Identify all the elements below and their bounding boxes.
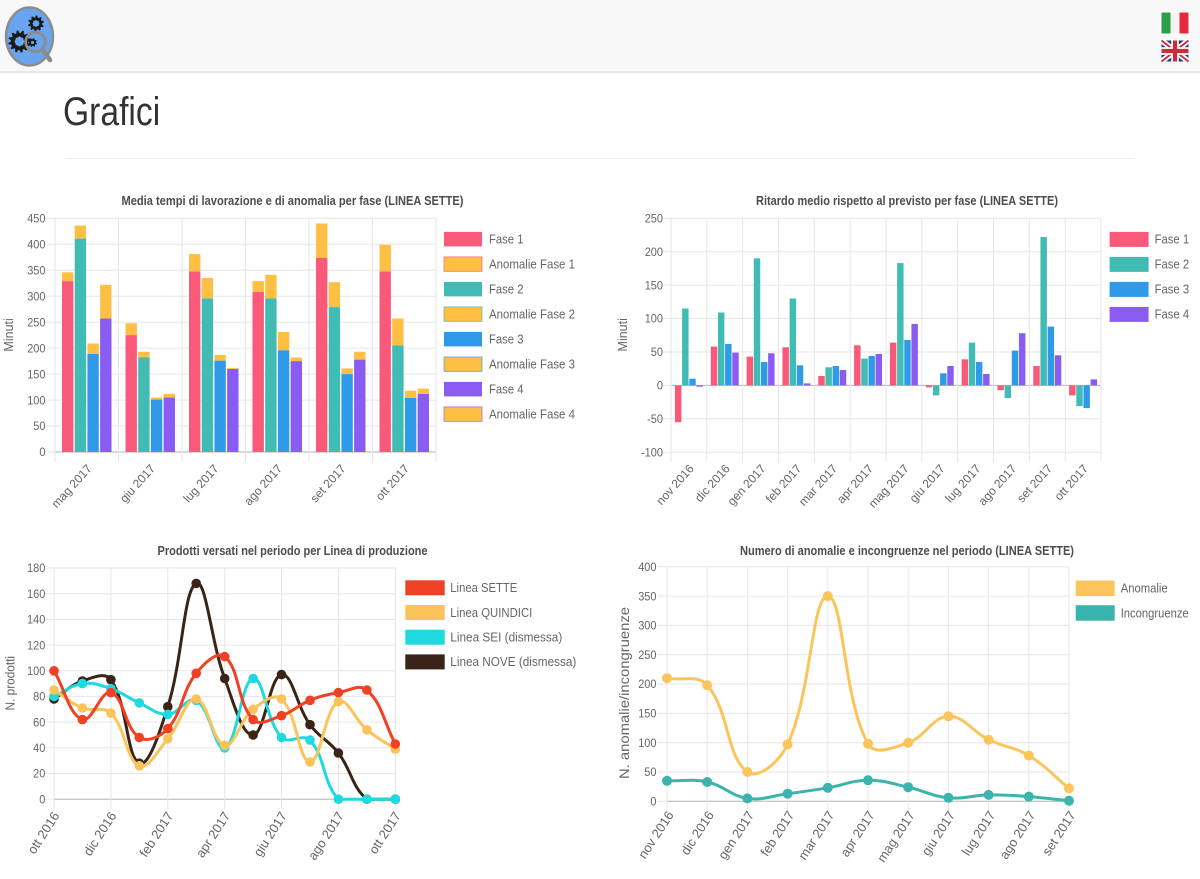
svg-text:50: 50: [644, 765, 656, 779]
svg-text:Linea SETTE: Linea SETTE: [450, 581, 517, 595]
svg-text:100: 100: [645, 312, 664, 326]
svg-text:ott 2016: ott 2016: [24, 809, 62, 857]
svg-text:ago 2017: ago 2017: [241, 461, 285, 508]
svg-text:nov 2016: nov 2016: [653, 461, 697, 507]
svg-text:gen 2017: gen 2017: [715, 808, 757, 862]
svg-text:200: 200: [645, 245, 664, 259]
svg-text:250: 250: [645, 212, 664, 226]
svg-text:Fase 2: Fase 2: [489, 283, 524, 297]
svg-text:apr 2017: apr 2017: [193, 809, 234, 860]
svg-text:200: 200: [27, 341, 46, 355]
svg-text:giu 2017: giu 2017: [907, 461, 948, 505]
svg-text:-100: -100: [641, 445, 663, 459]
svg-text:50: 50: [33, 419, 45, 433]
svg-text:N. anomalie/incongruenze: N. anomalie/incongruenze: [616, 607, 632, 779]
svg-text:Anomalie: Anomalie: [1121, 582, 1168, 596]
svg-text:300: 300: [638, 619, 657, 633]
svg-text:Anomalie Fase 2: Anomalie Fase 2: [489, 308, 575, 322]
svg-text:dic 2016: dic 2016: [80, 809, 119, 858]
svg-text:Linea NOVE (dismessa): Linea NOVE (dismessa): [450, 655, 576, 669]
svg-text:Anomalie Fase 4: Anomalie Fase 4: [489, 408, 575, 422]
svg-text:ago 2017: ago 2017: [996, 808, 1038, 862]
svg-text:Prodotti versati nel periodo p: Prodotti versati nel periodo per Linea d…: [158, 543, 428, 558]
svg-text:ago 2017: ago 2017: [975, 461, 1019, 508]
svg-text:Incongruenze: Incongruenze: [1121, 606, 1189, 620]
svg-text:140: 140: [27, 613, 46, 627]
svg-text:0: 0: [657, 379, 663, 393]
svg-text:giu 2017: giu 2017: [918, 808, 958, 858]
svg-text:40: 40: [33, 741, 45, 755]
svg-text:Media tempi di lavorazione e d: Media tempi di lavorazione e di anomalia…: [122, 193, 464, 208]
svg-text:Linea QUINDICI: Linea QUINDICI: [450, 606, 532, 620]
svg-text:mar 2017: mar 2017: [796, 461, 841, 508]
svg-text:ago 2017: ago 2017: [305, 809, 347, 863]
svg-text:lug 2017: lug 2017: [180, 461, 221, 505]
svg-text:nov 2016: nov 2016: [635, 808, 677, 861]
svg-text:feb 2017: feb 2017: [757, 808, 797, 859]
svg-text:Minuti: Minuti: [2, 318, 16, 351]
svg-text:0: 0: [39, 445, 45, 459]
svg-text:160: 160: [27, 587, 46, 601]
svg-text:feb 2017: feb 2017: [136, 809, 176, 860]
svg-text:Fase 4: Fase 4: [1155, 308, 1190, 322]
svg-text:set 2017: set 2017: [1039, 808, 1079, 858]
svg-text:150: 150: [645, 278, 664, 292]
svg-text:mar 2017: mar 2017: [795, 808, 837, 862]
svg-text:100: 100: [27, 664, 46, 678]
svg-text:set 2017: set 2017: [307, 461, 348, 505]
svg-text:giu 2017: giu 2017: [250, 809, 290, 859]
svg-text:Linea SEI (dismessa): Linea SEI (dismessa): [450, 631, 562, 645]
svg-text:lug 2017: lug 2017: [959, 808, 999, 858]
svg-text:N. prodotti: N. prodotti: [4, 656, 18, 711]
svg-text:Fase 4: Fase 4: [489, 383, 524, 397]
svg-text:150: 150: [638, 707, 657, 721]
svg-text:Minuti: Minuti: [616, 318, 630, 351]
svg-text:Fase 2: Fase 2: [1155, 258, 1190, 272]
svg-text:-50: -50: [647, 412, 663, 426]
svg-text:apr 2017: apr 2017: [837, 808, 878, 859]
svg-text:60: 60: [33, 715, 45, 729]
svg-text:dic 2016: dic 2016: [678, 808, 717, 857]
svg-text:400: 400: [638, 560, 657, 574]
svg-text:mag 2017: mag 2017: [874, 808, 918, 865]
svg-text:0: 0: [650, 795, 656, 809]
svg-text:80: 80: [33, 690, 45, 704]
svg-text:350: 350: [27, 263, 46, 277]
svg-text:Fase 1: Fase 1: [1155, 233, 1190, 247]
svg-text:450: 450: [27, 212, 46, 226]
svg-text:20: 20: [33, 767, 45, 781]
svg-text:250: 250: [27, 315, 46, 329]
svg-text:Fase 3: Fase 3: [489, 333, 524, 347]
svg-text:Anomalie Fase 3: Anomalie Fase 3: [489, 358, 575, 372]
svg-text:250: 250: [638, 648, 657, 662]
svg-text:Ritardo medio rispetto al prev: Ritardo medio rispetto al previsto per f…: [756, 193, 1058, 208]
svg-text:Anomalie Fase 1: Anomalie Fase 1: [489, 258, 575, 272]
svg-text:Numero di anomalie e incongrue: Numero di anomalie e incongruenze nel pe…: [740, 543, 1074, 558]
svg-text:150: 150: [27, 367, 46, 381]
svg-text:Fase 1: Fase 1: [489, 233, 524, 247]
svg-text:ott 2017: ott 2017: [366, 809, 404, 857]
svg-text:180: 180: [27, 561, 46, 575]
svg-text:400: 400: [27, 238, 46, 252]
svg-text:ott 2017: ott 2017: [1052, 461, 1092, 503]
svg-text:300: 300: [27, 289, 46, 303]
svg-text:120: 120: [27, 638, 46, 652]
svg-text:mag 2017: mag 2017: [49, 461, 95, 510]
svg-text:giu 2017: giu 2017: [117, 461, 158, 505]
svg-text:100: 100: [27, 393, 46, 407]
svg-text:50: 50: [651, 345, 663, 359]
svg-text:Fase 3: Fase 3: [1155, 283, 1190, 297]
svg-text:0: 0: [39, 792, 45, 806]
svg-text:200: 200: [638, 677, 657, 691]
svg-text:gen 2017: gen 2017: [725, 461, 769, 508]
svg-text:100: 100: [638, 736, 657, 750]
svg-text:set 2017: set 2017: [1014, 461, 1055, 505]
svg-text:350: 350: [638, 589, 657, 603]
svg-text:ott 2017: ott 2017: [373, 461, 413, 503]
